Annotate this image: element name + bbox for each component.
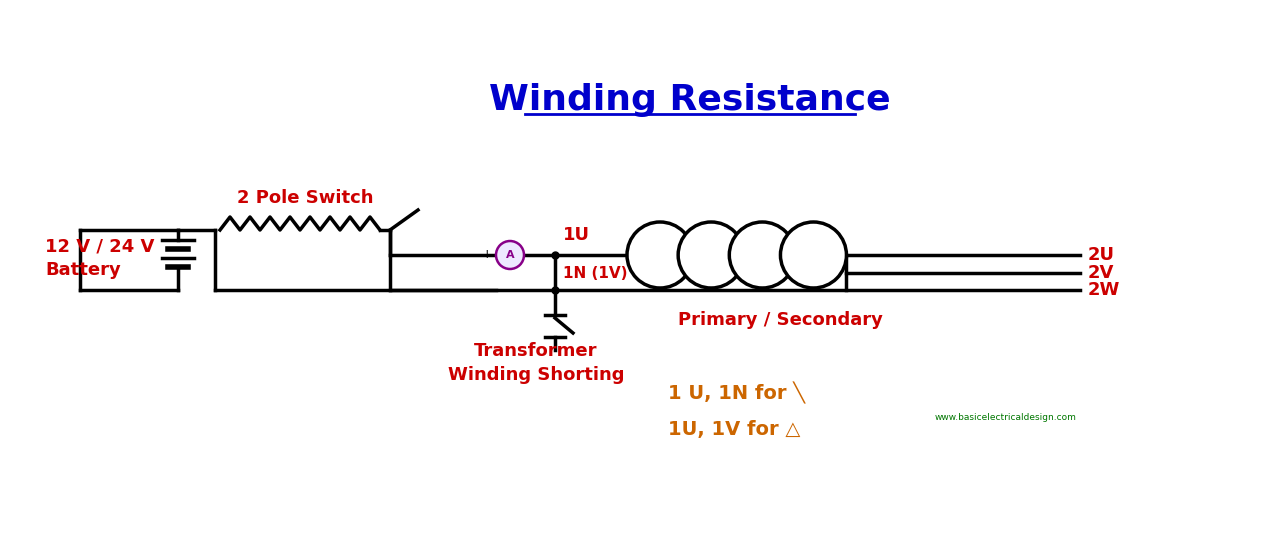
Text: 1 U, 1N for ╲: 1 U, 1N for ╲ [668, 382, 804, 404]
Circle shape [780, 222, 847, 288]
Text: Winding Resistance: Winding Resistance [489, 83, 890, 117]
Circle shape [627, 222, 693, 288]
Text: 12 V / 24 V
Battery: 12 V / 24 V Battery [45, 237, 155, 279]
Text: Transformer
Winding Shorting: Transformer Winding Shorting [448, 342, 624, 384]
Text: 2 Pole Switch: 2 Pole Switch [237, 189, 373, 207]
Text: 2V: 2V [1088, 264, 1114, 281]
Text: 1U: 1U [563, 226, 590, 244]
Text: Primary / Secondary: Primary / Secondary [678, 311, 883, 329]
Text: 2W: 2W [1088, 281, 1120, 299]
Text: 2U: 2U [1088, 246, 1115, 264]
Text: www.basicelectricaldesign.com: www.basicelectricaldesign.com [935, 414, 1077, 422]
Text: 1U, 1V for △: 1U, 1V for △ [668, 421, 801, 440]
Circle shape [496, 241, 524, 269]
Circle shape [729, 222, 796, 288]
Text: -: - [527, 248, 532, 261]
Circle shape [678, 222, 744, 288]
Text: 1N (1V): 1N (1V) [563, 266, 628, 280]
Text: +: + [481, 248, 492, 261]
Text: A: A [505, 250, 514, 260]
